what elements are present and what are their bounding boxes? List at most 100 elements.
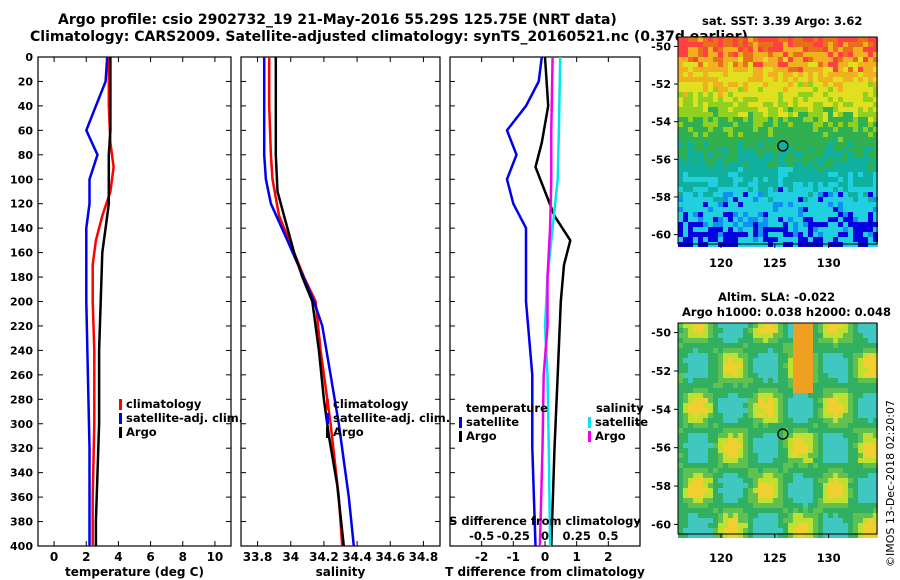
sla-map-cell [843,433,848,438]
sla-map-cell [788,343,793,348]
difference-xtick-label: -1 [507,550,520,564]
sst-map-cell [818,87,823,92]
sla-map-cell [853,488,858,493]
sla-map-cell [808,348,813,353]
sla-map-cell [858,448,863,453]
sla-map-cell [873,388,878,393]
sla-map-cell [738,388,743,393]
sst-map-cell [698,67,703,72]
sla-map-cell [763,368,768,373]
sla-map-cell [833,403,838,408]
sst-map-cell [818,197,823,202]
sst-map-cell [743,62,748,67]
sla-map-cell [833,438,838,443]
sla-map-cell [853,533,858,538]
sla-map-cell [733,333,738,338]
sst-map-cell [678,147,683,152]
sla-map-cell [813,458,818,463]
sst-map-cell [708,97,713,102]
depth-tick-label: 40 [18,100,34,113]
sla-map-cell [838,348,843,353]
sla-map-cell [773,468,778,473]
sst-map-cell [753,92,758,97]
sla-map-cell [858,408,863,413]
sst-map-cell [758,227,763,232]
sst-map-cell [718,187,723,192]
sla-map-cell [678,408,683,413]
sla-map-cell [828,408,833,413]
sst-map-cell [783,37,788,42]
sla-map-cell [753,398,758,403]
difference-plot-frame [449,56,641,547]
sla-map-cell [843,483,848,488]
sla-map-cell [723,328,728,333]
sst-map-cell [833,237,838,242]
sst-map-cell [773,212,778,217]
sla-map-cell [868,533,873,538]
sst-map-cell [743,102,748,107]
temperature-xlabel: temperature (deg C) [65,565,204,579]
sst-map-cell [713,202,718,207]
sst-map-cell [873,67,878,72]
sst-map-cell [873,57,878,62]
sla-map-cell [813,333,818,338]
sla-map-cell [868,478,873,483]
sla-map-cell [753,388,758,393]
sst-map-cell [693,177,698,182]
sst-map-cell [763,172,768,177]
sst-map-cell [828,52,833,57]
sst-map-cell [748,72,753,77]
sla-map-cell [818,478,823,483]
sla-map-cell [808,353,813,358]
sst-map-cell [788,92,793,97]
sla-map-cell [873,428,878,433]
sst-map-cell [738,47,743,52]
sla-map-cell [693,483,698,488]
sla-map-cell [728,338,733,343]
sst-map-cell [788,197,793,202]
sst-map-cell [778,42,783,47]
sla-map-cell [758,338,763,343]
sla-map-cell [738,363,743,368]
salinity-xlabel: salinity [316,565,366,579]
sst-map-cell [813,77,818,82]
sla-map-cell [863,463,868,468]
sla-map-cell [678,433,683,438]
sst-map-cell [853,147,858,152]
sla-map-cell [803,383,808,388]
sla-map-cell [833,503,838,508]
sst-map-cell [683,152,688,157]
sst-map-cell [683,47,688,52]
diff-legend-salinity-swatch [588,431,591,442]
sst-map-cell [733,107,738,112]
sla-map-cell [793,483,798,488]
sst-map-cell [773,117,778,122]
sla-map-cell [728,393,733,398]
sla-map-cell [793,528,798,533]
sla-map-cell [693,353,698,358]
sla-map-cell [848,323,853,328]
sst-map-cell [718,87,723,92]
sst-map-cell [848,62,853,67]
sla-map-cell [708,498,713,503]
sst-map-cell [763,67,768,72]
sst-map-cell [678,112,683,117]
sla-map-cell [808,523,813,528]
sst-map-cell [793,122,798,127]
sst-map-cell [848,167,853,172]
sst-map-cell [803,52,808,57]
sla-map-cell [848,448,853,453]
sst-map-cell [768,187,773,192]
sst-map-cell [833,97,838,102]
sst-map-cell [723,177,728,182]
sla-map-cell [828,353,833,358]
sst-map-cell [858,42,863,47]
sla-map-cell [858,453,863,458]
sst-map-cell [758,137,763,142]
sst-map-cell [678,117,683,122]
sst-map-cell [743,97,748,102]
sla-map-cell [748,463,753,468]
sla-map-cell [863,338,868,343]
sst-map-cell [728,202,733,207]
sla-map-cell [853,483,858,488]
